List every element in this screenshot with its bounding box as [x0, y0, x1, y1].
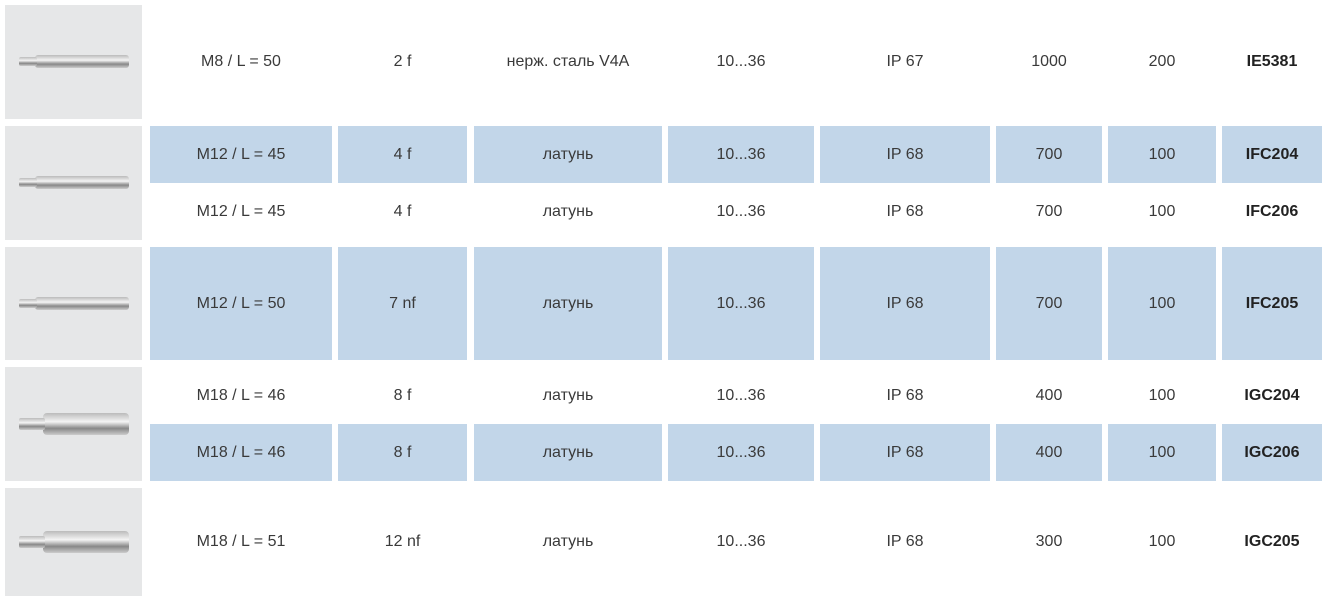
material: латунь [542, 533, 594, 550]
material: нерж. сталь V4A [506, 53, 630, 70]
article-code: IFC206 [1245, 202, 1299, 220]
material: латунь [542, 202, 594, 220]
protection: IP 68 [886, 202, 924, 220]
thread-size: M12 / L = 45 [196, 202, 286, 220]
thread-size: M18 / L = 51 [196, 533, 286, 550]
frequency: 300 [1035, 533, 1063, 550]
voltage: 10...36 [716, 533, 766, 550]
product-image [5, 126, 142, 240]
frequency: 1000 [1031, 53, 1067, 70]
product-image [5, 247, 142, 360]
article-code: IE5381 [1246, 53, 1298, 70]
function: 12 nf [384, 533, 421, 550]
thread-size: M8 / L = 50 [201, 53, 281, 70]
current: 100 [1108, 126, 1216, 183]
protection: IP 68 [820, 247, 990, 360]
function: 7 nf [338, 247, 467, 360]
protection: IP 68 [820, 126, 990, 183]
thread-size: M18 / L = 46 [150, 424, 332, 481]
voltage: 10...36 [716, 202, 766, 220]
article-code: IGC204 [1244, 386, 1300, 404]
thread-size: M12 / L = 45 [150, 126, 332, 183]
current: 100 [1148, 386, 1176, 404]
current: 200 [1148, 53, 1176, 70]
frequency: 700 [1035, 202, 1063, 220]
voltage: 10...36 [668, 126, 814, 183]
sensor-icon [19, 413, 129, 435]
protection: IP 68 [886, 386, 924, 404]
function: 4 f [338, 126, 467, 183]
material: латунь [474, 424, 662, 481]
voltage: 10...36 [716, 53, 766, 70]
current: 100 [1148, 202, 1176, 220]
current: 100 [1108, 424, 1216, 481]
sensor-icon [19, 531, 129, 553]
product-image [5, 5, 142, 119]
product-image [5, 488, 142, 596]
voltage: 10...36 [668, 424, 814, 481]
protection: IP 68 [820, 424, 990, 481]
sensor-icon [19, 55, 129, 68]
article-code: IFC204 [1222, 126, 1322, 183]
thread-size: M18 / L = 46 [196, 386, 286, 404]
protection: IP 67 [886, 53, 924, 70]
material: латунь [474, 126, 662, 183]
material: латунь [542, 386, 594, 404]
product-image [5, 367, 142, 481]
voltage: 10...36 [668, 247, 814, 360]
article-code: IFC205 [1222, 247, 1322, 360]
current: 100 [1148, 533, 1176, 550]
function: 8 f [393, 386, 412, 404]
sensor-icon [19, 176, 129, 189]
frequency: 400 [996, 424, 1102, 481]
function: 4 f [393, 202, 412, 220]
function: 2 f [393, 53, 412, 70]
voltage: 10...36 [716, 386, 766, 404]
frequency: 700 [996, 126, 1102, 183]
frequency: 700 [996, 247, 1102, 360]
sensor-icon [19, 296, 129, 310]
protection: IP 68 [886, 533, 924, 550]
thread-size: M12 / L = 50 [150, 247, 332, 360]
article-code: IGC205 [1244, 533, 1300, 550]
material: латунь [474, 247, 662, 360]
article-code: IGC206 [1222, 424, 1322, 481]
frequency: 400 [1035, 386, 1063, 404]
current: 100 [1108, 247, 1216, 360]
function: 8 f [338, 424, 467, 481]
